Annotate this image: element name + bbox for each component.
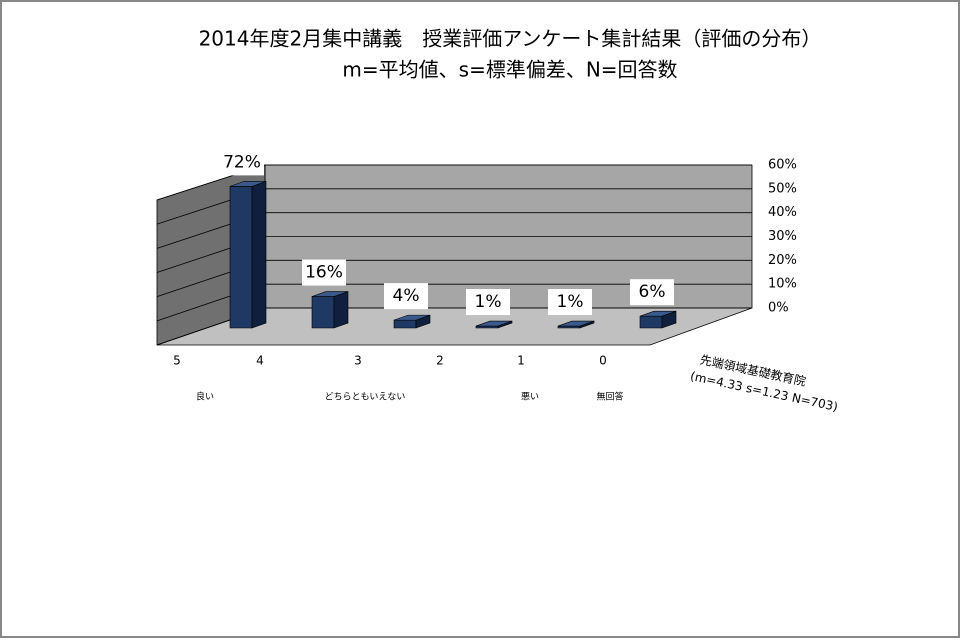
x-tick-label: 5 (173, 354, 181, 368)
bar (557, 320, 595, 329)
value-label-box (466, 289, 510, 316)
x-tick-label: 2 (436, 354, 444, 368)
bar-top (475, 320, 513, 327)
bar (229, 180, 267, 329)
value-label: 72% (223, 152, 261, 172)
x-tick-label: 3 (354, 354, 362, 368)
bar-top (557, 320, 595, 327)
bar-front (393, 319, 417, 329)
bar-top (229, 181, 267, 187)
value-label: 16% (305, 263, 343, 283)
category-note: 悪い (521, 392, 539, 403)
bar (639, 310, 677, 329)
bar-top (639, 310, 677, 317)
bar-top (393, 314, 431, 321)
category-note: どちらともいえない (325, 392, 406, 403)
value-label: 6% (639, 282, 666, 302)
y-tick-label: 0% (768, 301, 789, 316)
chart-subtitle: m=平均値、s=標準偏差、N=回答数 (342, 58, 677, 82)
bar (393, 314, 431, 329)
category-note: 良い (196, 391, 214, 403)
y-tick-label: 40% (768, 205, 797, 220)
y-tick-label: 10% (768, 277, 797, 292)
value-label-box (630, 279, 674, 306)
bar-side (251, 180, 267, 329)
value-label: 1% (475, 292, 502, 312)
value-label-box (220, 149, 264, 176)
value-label-box (384, 283, 428, 310)
bar (311, 291, 349, 329)
y-tick-label: 50% (768, 181, 797, 196)
bar-front (229, 186, 253, 329)
bar-front (639, 315, 663, 329)
value-label: 1% (557, 292, 584, 312)
chart-title: 2014年度2月集中講義 授業評価アンケート集計結果（評価の分布） (199, 27, 822, 51)
x-tick-label: 4 (256, 354, 264, 368)
bar (475, 320, 513, 329)
x-tick-label: 1 (517, 354, 525, 368)
value-label: 4% (393, 286, 420, 306)
y-tick-label: 20% (768, 253, 797, 268)
y-tick-label: 30% (768, 229, 797, 244)
category-note: 無回答 (596, 391, 623, 403)
bar-side (333, 291, 349, 329)
y-tick-label: 60% (768, 158, 797, 173)
value-label-box (548, 289, 592, 316)
value-label-box (302, 259, 346, 286)
bar-front (311, 296, 335, 329)
bar-top (311, 291, 349, 297)
x-tick-label: 0 (599, 354, 607, 368)
